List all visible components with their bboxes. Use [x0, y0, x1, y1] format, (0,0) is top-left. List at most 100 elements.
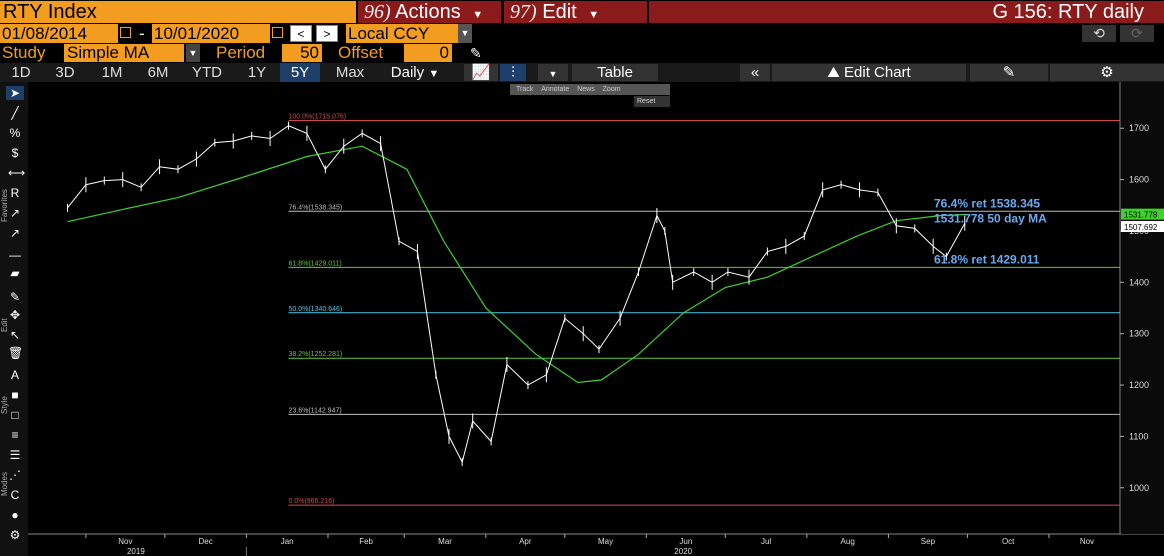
offset-input[interactable]: 0 — [404, 44, 452, 62]
chart-mini-toolbar: Track Annotate News Zoom — [510, 84, 670, 95]
date-range-bar: 01/08/2014 - 10/01/2020 < > Local CCY ▼ … — [0, 24, 1164, 43]
chevron-down-icon[interactable]: ▼ — [458, 24, 472, 43]
color-box-icon[interactable]: ■ — [8, 388, 22, 402]
timeframe-tab-1m[interactable]: 1M — [90, 63, 134, 82]
next-period-button[interactable]: > — [316, 25, 338, 42]
currency-select[interactable]: Local CCY — [346, 24, 458, 43]
end-date-field[interactable]: 10/01/2020 — [152, 24, 270, 43]
brush-icon[interactable]: ✎ — [8, 290, 22, 304]
edit-menu-button[interactable]: 97) Edit ▼ — [504, 1, 647, 23]
line-width-icon[interactable]: ☰ — [8, 448, 22, 462]
trend-tool-icon[interactable]: ↗ — [8, 206, 22, 220]
chevron-down-icon[interactable]: ▼ — [538, 64, 568, 81]
ticker-field[interactable]: RTY Index — [0, 1, 356, 23]
last-price-tag: 1507.692 — [1124, 223, 1158, 232]
ray-tool-icon[interactable]: ↗ — [8, 226, 22, 240]
start-date-field[interactable]: 01/08/2014 — [0, 24, 118, 43]
fill-icon[interactable]: □ — [8, 408, 22, 422]
timeframe-tab-3d[interactable]: 3D — [44, 63, 86, 82]
chevron-down-icon: ▼ — [588, 9, 599, 21]
timeframe-tab-max[interactable]: Max — [324, 63, 376, 82]
frequency-select[interactable]: Daily ▼ — [378, 64, 452, 81]
study-bar: Study Simple MA ▼ Period 50 Offset 0 ✎ — [0, 43, 1164, 63]
dollar-tool-icon[interactable]: $ — [8, 146, 22, 160]
x-year-label: 2020 — [674, 547, 692, 556]
horizontal-line-icon[interactable]: ― — [8, 248, 22, 262]
currency-text: Local CCY — [348, 24, 429, 43]
line-tool-icon[interactable]: ╱ — [8, 106, 22, 120]
text-tool-icon[interactable]: A — [8, 368, 22, 382]
x-tick-label: Nov — [118, 537, 132, 546]
x-tick-label: Nov — [1080, 537, 1094, 546]
regression-tool-icon[interactable]: R — [8, 186, 22, 200]
prev-label: < — [297, 27, 304, 41]
mini-tool-track[interactable]: Track — [516, 86, 533, 93]
snap-icon[interactable]: C — [8, 488, 22, 502]
channel-tool-icon[interactable]: ▰ — [8, 266, 22, 280]
reset-label: Reset — [637, 98, 655, 105]
x-tick-label: Dec — [198, 537, 212, 546]
timeframe-tab-1y[interactable]: 1Y — [236, 63, 278, 82]
redo-icon[interactable]: ⟳ — [1120, 25, 1154, 42]
frequency-label: Daily — [391, 64, 424, 81]
x-tick-label: Jun — [679, 537, 692, 546]
x-tick-label: Aug — [841, 537, 855, 546]
mini-tool-annotate[interactable]: Annotate — [541, 86, 569, 93]
undo-icon[interactable]: ⟲ — [1082, 25, 1116, 42]
bar-chart-icon[interactable]: ⫶ — [500, 64, 526, 81]
chevron-down-icon: ▼ — [428, 68, 439, 80]
previous-period-button[interactable]: < — [290, 25, 312, 42]
move-icon[interactable]: ✥ — [8, 308, 22, 322]
fib-level-label: 50.0%(1340.646) — [289, 306, 343, 313]
chart-annotation: 76.4% ret 1538.345 — [934, 196, 1040, 210]
mini-tool-zoom[interactable]: Zoom — [603, 86, 621, 93]
timeframe-tab-6m[interactable]: 6M — [136, 63, 180, 82]
gear-icon[interactable]: ⚙ — [1050, 64, 1164, 81]
edit-number: 97) — [510, 1, 537, 23]
calendar-icon[interactable] — [272, 27, 283, 38]
table-button[interactable]: Table — [572, 64, 658, 81]
timeframe-tab-1d[interactable]: 1D — [0, 63, 42, 82]
fib-level-label: 76.4%(1538.345) — [289, 204, 343, 211]
timeframe-tab-ytd[interactable]: YTD — [184, 63, 230, 82]
percent-tool-icon[interactable]: % — [8, 126, 22, 140]
chart-title-bar: G 156: RTY daily — [649, 1, 1164, 23]
cursor-icon[interactable]: ↖ — [8, 328, 22, 342]
chevron-down-icon[interactable]: ▼ — [186, 44, 200, 62]
line-chart-icon[interactable]: 📈 — [464, 64, 498, 81]
palette-icon[interactable]: ● — [8, 508, 22, 522]
study-select[interactable]: Simple MA — [64, 44, 184, 62]
edit-chart-button[interactable]: ⛰ Edit Chart — [772, 64, 966, 81]
offset-label: Offset — [338, 43, 383, 63]
timeframe-tab-5y[interactable]: 5Y — [280, 63, 320, 82]
modes-group-label: Modes — [0, 472, 9, 496]
x-tick-label: May — [598, 537, 613, 546]
fib-level-label: 100.0%(1715.076) — [289, 113, 347, 120]
period-input[interactable]: 50 — [282, 44, 322, 62]
price-chart[interactable]: 10001100120013001400150016001700NovDecJa… — [28, 82, 1164, 556]
pen-icon[interactable]: ✎ — [470, 45, 488, 61]
start-date-text: 01/08/2014 — [2, 24, 87, 43]
title-bar: RTY Index 96) Actions ▼ 97) Edit ▼ G 156… — [0, 0, 1164, 24]
actions-label: Actions — [395, 1, 461, 23]
ma-value-tag: 1531.778 — [1124, 211, 1158, 220]
calendar-icon[interactable] — [120, 27, 131, 38]
settings-icon[interactable]: ⚙ — [8, 528, 22, 542]
line-style-icon[interactable]: ≡ — [8, 428, 22, 442]
reset-zoom-button[interactable]: Reset — [634, 96, 670, 107]
x-year-label: 2019 — [127, 547, 145, 556]
mini-tool-news[interactable]: News — [577, 86, 595, 93]
magnet-icon[interactable]: ⋰ — [8, 468, 22, 482]
edit-chart-label: Edit Chart — [844, 64, 911, 81]
pointer-icon[interactable]: ➤ — [6, 86, 24, 100]
actions-menu-button[interactable]: 96) Actions ▼ — [358, 1, 501, 23]
x-tick-label: Jul — [761, 537, 771, 546]
trash-icon[interactable]: 🗑 — [8, 346, 22, 360]
chevron-down-icon: ▼ — [472, 9, 483, 21]
range-tool-icon[interactable]: ⟷ — [8, 166, 22, 180]
period-label: Period — [216, 43, 265, 63]
chart-title: G 156: RTY daily — [992, 1, 1144, 23]
collapse-icon[interactable]: « — [740, 64, 770, 81]
y-tick-label: 1600 — [1129, 175, 1149, 185]
edit-icon[interactable]: ✎ — [970, 64, 1048, 81]
